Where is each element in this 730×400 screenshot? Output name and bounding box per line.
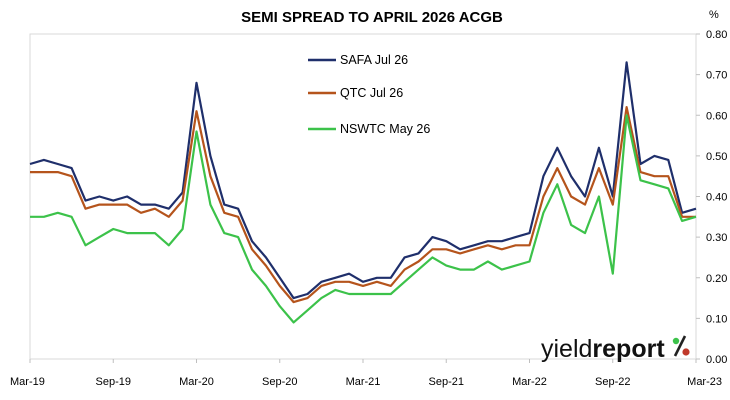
x-tick-label: Sep-20 <box>262 376 297 388</box>
legend-label-safa: SAFA Jul 26 <box>340 53 408 67</box>
series-line-nswtc-may-26 <box>30 114 697 324</box>
x-tick-label: Mar-23 <box>687 376 722 388</box>
series-lines <box>29 61 697 324</box>
x-tick-label: Mar-21 <box>346 376 381 388</box>
brand-wordmark: yieldreport <box>541 335 665 363</box>
y-tick-label: 0.80 <box>706 29 727 41</box>
brand-text-regular: yield <box>541 335 592 363</box>
plot-area <box>29 33 697 360</box>
brand-logo: yieldreport <box>541 335 690 363</box>
series-line-qtc-jul-26 <box>30 105 696 304</box>
y-tick-label: 0.70 <box>706 70 727 82</box>
x-tick-label: Mar-20 <box>179 376 214 388</box>
legend-entry-safa: SAFA Jul 26 <box>308 53 408 67</box>
y-tick-label: 0.50 <box>706 151 727 163</box>
y-tick-label: 0.20 <box>706 273 727 285</box>
x-tick-label: Sep-22 <box>595 376 630 388</box>
brand-text-bold: report <box>592 335 665 363</box>
legend-entry-qtc: QTC Jul 26 <box>308 86 403 100</box>
series-line-safa-jul-26 <box>29 61 697 300</box>
legend-label-nswtc: NSWTC May 26 <box>340 122 430 136</box>
legend: SAFA Jul 26 QTC Jul 26 NSWTC May 26 <box>308 53 430 136</box>
y-tick-label: 0.00 <box>706 354 727 366</box>
x-tick-label: Sep-19 <box>96 376 131 388</box>
x-tick-label: Sep-21 <box>429 376 464 388</box>
y-tick-label: 0.60 <box>706 110 727 122</box>
x-tick-label: Mar-22 <box>512 376 547 388</box>
y-tick-label: 0.30 <box>706 232 727 244</box>
y-tick-label: 0.10 <box>706 313 727 325</box>
x-axis-ticks: Mar-19 Sep-19 Mar-20 Sep-20 Mar-21 Sep-21 Mar-… <box>10 359 722 388</box>
legend-label-qtc: QTC Jul 26 <box>340 86 403 100</box>
legend-entry-nswtc: NSWTC May 26 <box>308 122 430 136</box>
x-tick-label: Mar-19 <box>10 376 45 388</box>
percent-icon <box>672 335 690 357</box>
chart-title: SEMI SPREAD TO APRIL 2026 ACGB <box>241 9 503 26</box>
y-axis-unit-label: % <box>709 9 719 21</box>
y-axis-ticks: 0.00 0.10 0.20 0.30 0.40 0.50 0.60 0.70 0.80 <box>696 29 727 366</box>
y-tick-label: 0.40 <box>706 192 727 204</box>
